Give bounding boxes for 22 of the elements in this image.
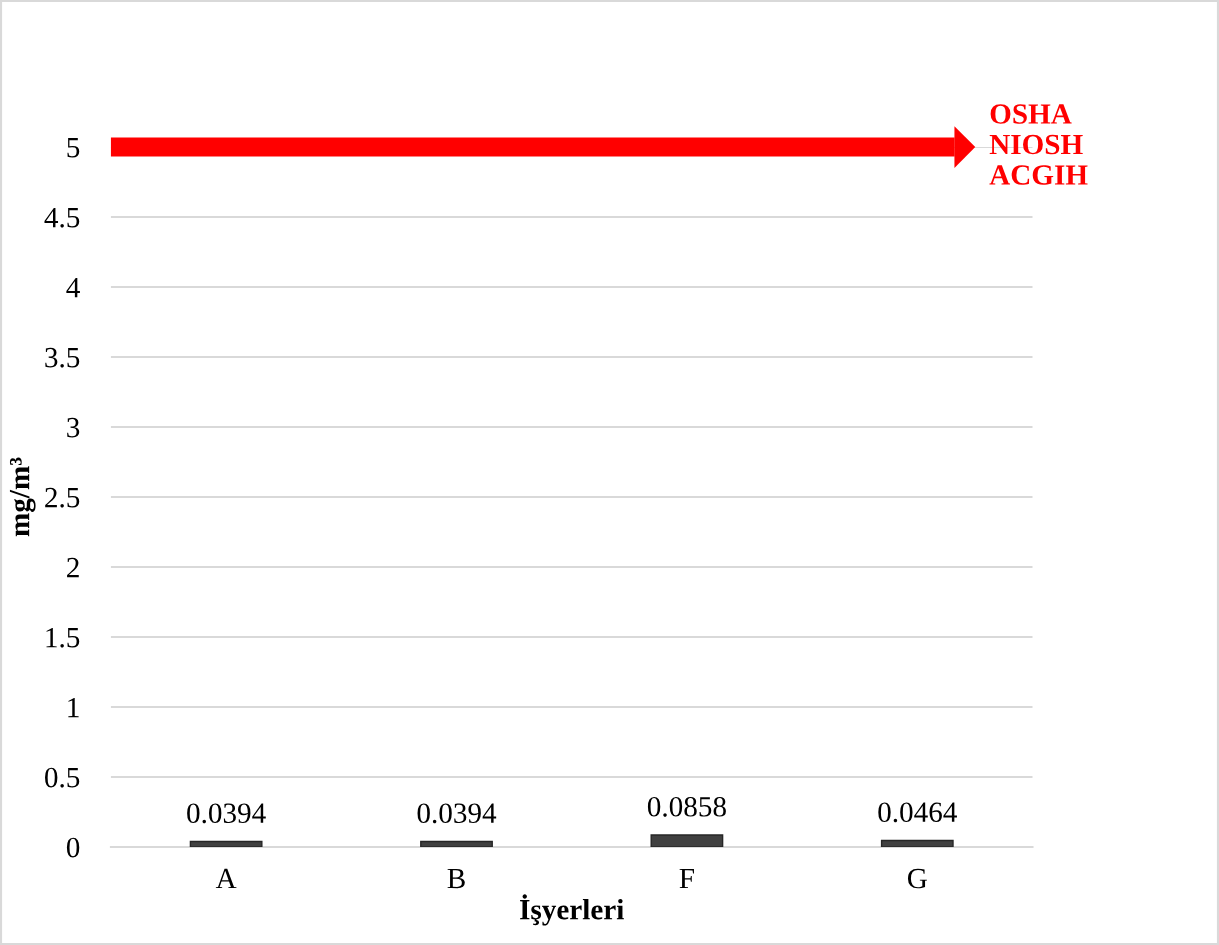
y-tick-label: 1 <box>68 697 79 718</box>
y-tick-label: 4.5 <box>44 207 80 228</box>
y-tick-label: 3.5 <box>45 347 80 368</box>
ref-line-label: OSHA NIOSH ACGIH <box>989 104 1088 185</box>
x-axis-title: İşyerleri <box>520 894 624 926</box>
data-label: 0.0394 <box>187 803 266 824</box>
y-tick-label: 1.5 <box>46 627 80 648</box>
x-tick-label: F <box>679 868 694 889</box>
x-tick-label: A <box>215 868 237 889</box>
y-tick-label: 4 <box>66 277 80 298</box>
y-axis-title: mg/m³ <box>9 457 36 537</box>
y-tick-label: 0 <box>66 837 80 858</box>
data-label: 0.0858 <box>647 796 726 817</box>
y-tick-label: 3 <box>67 417 80 438</box>
data-label: 0.0464 <box>878 802 957 823</box>
y-tick-label: 2 <box>67 557 79 578</box>
x-tick-label: B <box>447 868 465 889</box>
data-label: 0.0394 <box>417 803 497 824</box>
x-tick-label: G <box>907 868 927 889</box>
y-tick-label: 0.5 <box>45 767 80 788</box>
y-tick-label: 5 <box>67 138 80 158</box>
y-tick-label: 2.5 <box>45 487 80 508</box>
